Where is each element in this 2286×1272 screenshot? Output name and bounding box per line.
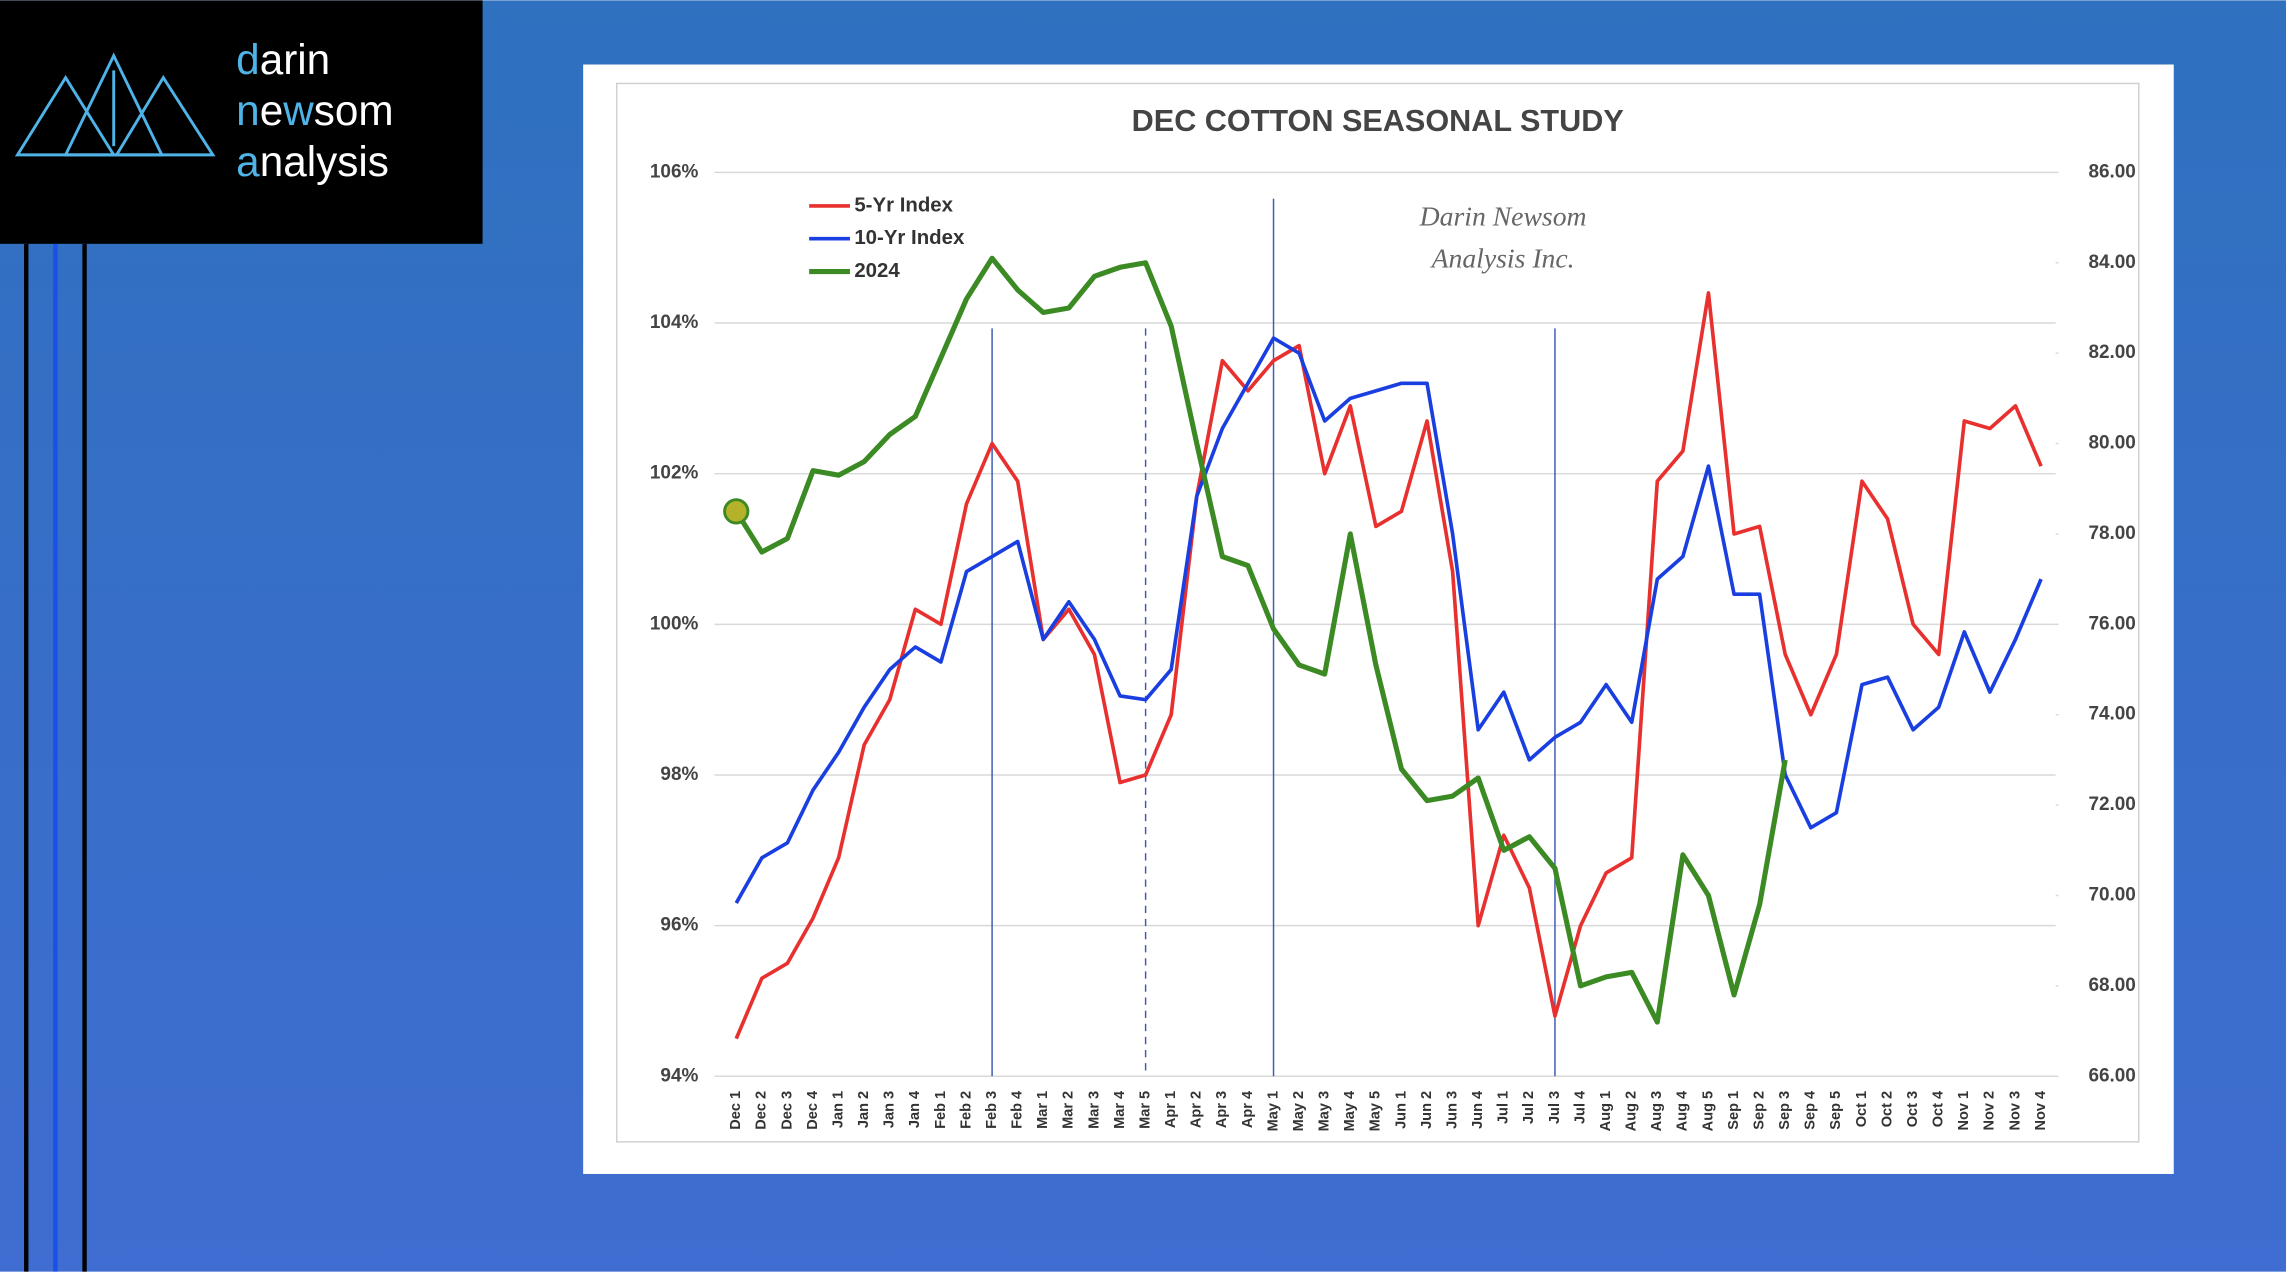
x-tick-label: Oct 2: [1879, 1091, 1895, 1127]
chart-panel: [583, 64, 2174, 1174]
watermark: Darin Newsom: [1419, 200, 1587, 231]
x-tick-label: May 2: [1291, 1091, 1307, 1131]
y-tick-label: 104%: [650, 312, 699, 333]
x-tick-label: Sep 2: [1751, 1091, 1767, 1130]
x-tick-label: Jul 4: [1572, 1090, 1588, 1124]
x-tick-label: Sep 1: [1726, 1091, 1742, 1130]
y-tick-label: 106%: [650, 161, 699, 182]
x-tick-label: Feb 4: [1010, 1090, 1026, 1129]
logo-segment: d: [236, 36, 260, 83]
x-tick-label: Jan 2: [856, 1091, 872, 1128]
y2-tick-label: 72.00: [2088, 794, 2135, 815]
y2-tick-label: 66.00: [2088, 1065, 2135, 1086]
y-tick-label: 94%: [660, 1065, 698, 1086]
x-tick-label: Feb 2: [958, 1091, 974, 1129]
x-tick-label: Sep 4: [1803, 1090, 1819, 1130]
logo-segment: n: [236, 87, 260, 134]
logo-segment: nalysis: [260, 138, 389, 185]
x-tick-label: Apr 3: [1214, 1091, 1230, 1128]
y2-tick-label: 70.00: [2088, 885, 2135, 906]
x-tick-label: Jul 2: [1521, 1091, 1537, 1124]
x-tick-label: May 3: [1317, 1091, 1333, 1131]
logo-segment: e: [260, 87, 284, 134]
logo-line: newsom: [236, 87, 393, 134]
x-tick-label: Aug 1: [1598, 1091, 1614, 1131]
legend-label: 2024: [854, 260, 900, 282]
x-tick-label: May 5: [1368, 1091, 1384, 1131]
y-tick-label: 102%: [650, 463, 699, 484]
x-tick-label: Aug 2: [1624, 1091, 1640, 1131]
y2-tick-label: 82.00: [2088, 342, 2135, 363]
y-tick-label: 96%: [660, 915, 698, 936]
series-line: [734, 336, 2043, 904]
x-tick-label: Jan 4: [907, 1090, 923, 1128]
x-tick-label: Jan 3: [882, 1091, 898, 1128]
x-tick-label: Apr 2: [1189, 1091, 1205, 1128]
start-marker: [723, 498, 750, 525]
x-tick-label: Jan 1: [830, 1091, 846, 1128]
x-tick-label: Mar 3: [1086, 1091, 1102, 1129]
logo-segment: som: [314, 87, 394, 134]
y-tick-label: 100%: [650, 613, 699, 634]
x-tick-label: Mar 1: [1035, 1091, 1051, 1129]
logo-segment: arin: [260, 36, 330, 83]
legend-label: 10-Yr Index: [854, 227, 965, 249]
y2-tick-label: 78.00: [2088, 523, 2135, 544]
x-tick-label: Sep 5: [1828, 1091, 1844, 1130]
series-line: [734, 255, 1788, 1025]
y2-tick-label: 76.00: [2088, 613, 2135, 634]
y2-tick-label: 74.00: [2088, 704, 2135, 725]
logo-line: darin: [236, 36, 330, 83]
x-tick-label: Oct 1: [1854, 1091, 1870, 1127]
x-tick-label: Nov 3: [2007, 1091, 2023, 1131]
x-tick-label: Jul 1: [1496, 1091, 1512, 1124]
x-tick-label: Nov 2: [1982, 1091, 1998, 1131]
y2-tick-label: 86.00: [2088, 161, 2135, 182]
x-tick-label: Aug 4: [1675, 1090, 1691, 1131]
y2-tick-label: 84.00: [2088, 252, 2135, 273]
x-tick-label: Jun 1: [1393, 1091, 1409, 1129]
x-tick-label: Apr 4: [1240, 1090, 1256, 1128]
x-tick-label: Jun 4: [1470, 1090, 1486, 1129]
x-tick-label: Mar 4: [1112, 1090, 1128, 1129]
legend-label: 5-Yr Index: [854, 194, 953, 216]
logo-line: analysis: [236, 138, 389, 185]
x-tick-label: Dec 2: [754, 1091, 770, 1130]
chart-title: DEC COTTON SEASONAL STUDY: [1132, 104, 1624, 138]
x-tick-label: Nov 4: [2033, 1090, 2049, 1131]
x-tick-label: Oct 3: [1905, 1091, 1921, 1127]
y-tick-label: 98%: [660, 764, 698, 785]
x-tick-label: Jun 2: [1419, 1091, 1435, 1129]
x-tick-label: Jul 3: [1547, 1091, 1563, 1124]
x-tick-label: May 4: [1342, 1090, 1358, 1131]
x-tick-label: Feb 3: [984, 1091, 1000, 1129]
x-tick-label: Mar 5: [1137, 1091, 1153, 1129]
x-tick-label: May 1: [1265, 1091, 1281, 1131]
logo-segment: a: [236, 138, 260, 185]
y2-tick-label: 68.00: [2088, 975, 2135, 996]
y2-tick-label: 80.00: [2088, 433, 2135, 454]
plot-frame: [615, 82, 2140, 1143]
x-tick-label: Aug 3: [1649, 1091, 1665, 1131]
watermark: Analysis Inc.: [1430, 243, 1575, 274]
x-tick-label: Oct 4: [1931, 1090, 1947, 1127]
x-tick-label: Sep 3: [1777, 1091, 1793, 1130]
x-tick-label: Nov 1: [1956, 1091, 1972, 1131]
x-tick-label: Dec 3: [779, 1091, 795, 1130]
x-tick-label: Mar 2: [1061, 1091, 1077, 1129]
logo-icon: [14, 52, 216, 157]
x-tick-label: Feb 1: [933, 1091, 949, 1129]
x-tick-label: Dec 1: [728, 1091, 744, 1130]
x-tick-label: Jun 3: [1444, 1091, 1460, 1129]
x-tick-label: Apr 1: [1163, 1091, 1179, 1128]
series-line: [734, 291, 2043, 1040]
x-tick-label: Dec 4: [805, 1090, 821, 1130]
x-tick-label: Aug 5: [1700, 1091, 1716, 1131]
logo-segment: w: [282, 87, 314, 134]
